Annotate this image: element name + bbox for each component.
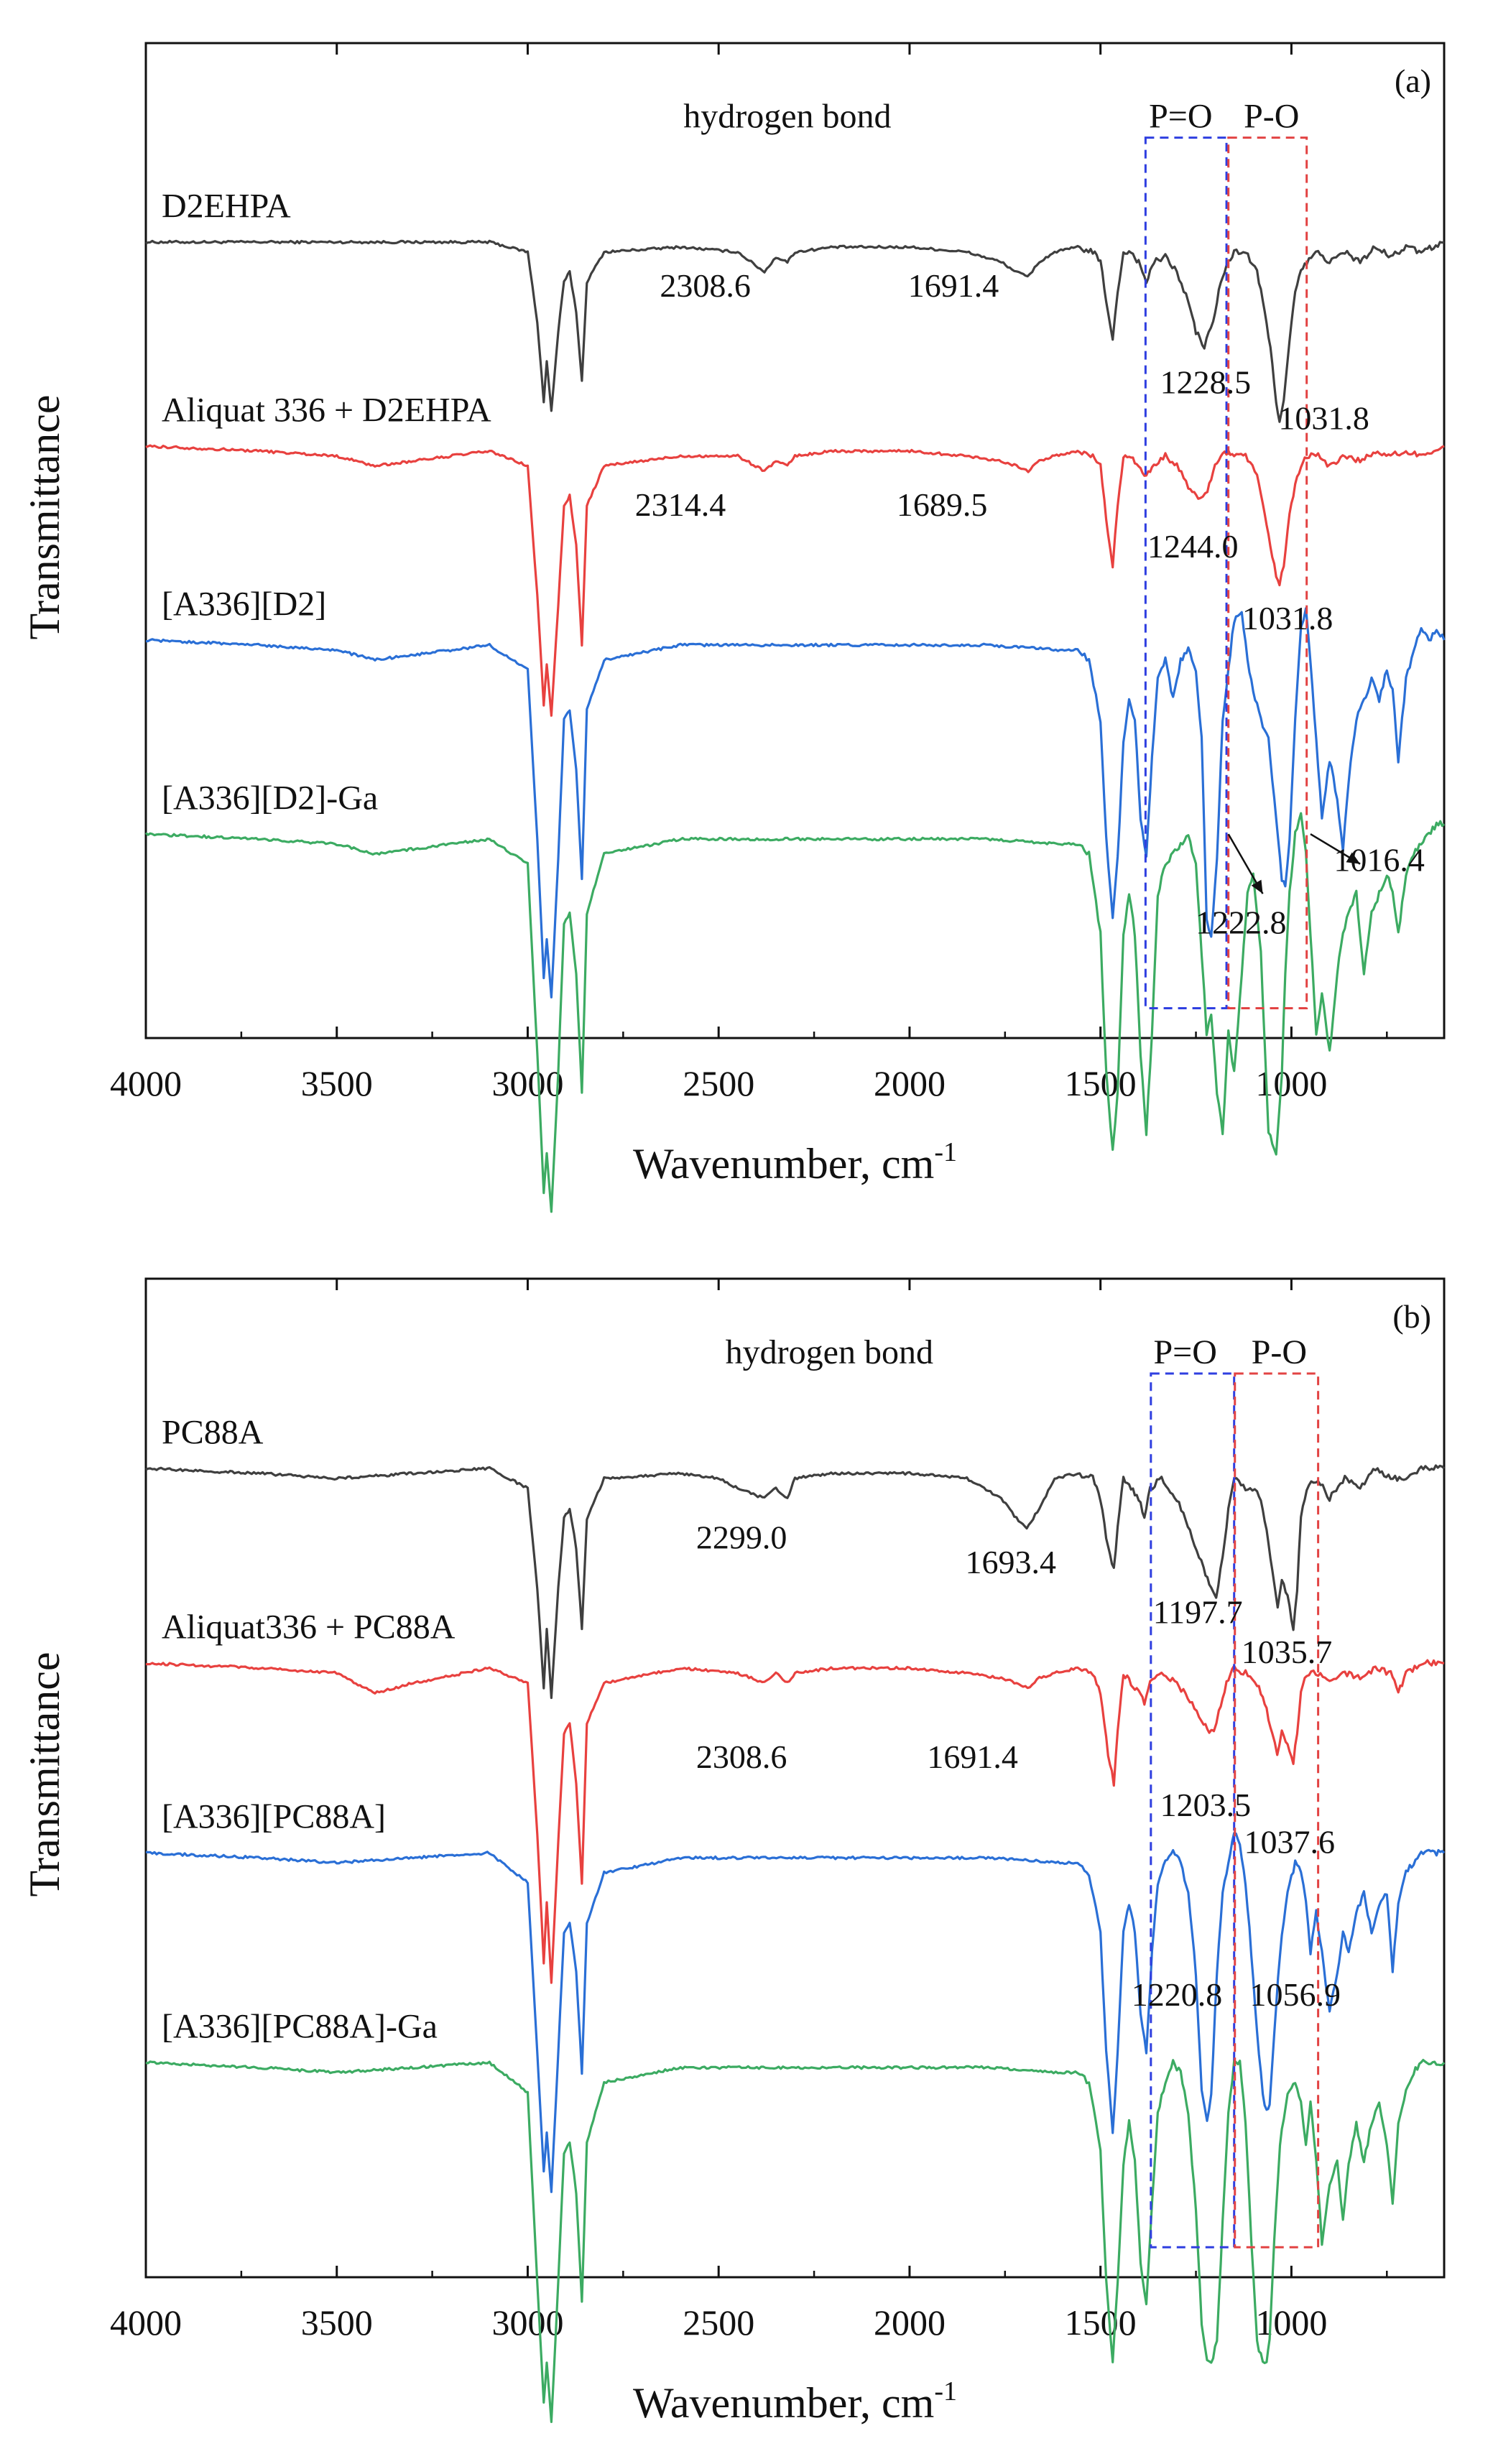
- peak-label: 2314.4: [635, 486, 726, 523]
- x-axis-title: Wavenumber, cm-1: [633, 1137, 957, 1187]
- peak-label: 1197.7: [1153, 1594, 1243, 1631]
- series-line-3: [145, 1832, 1446, 2193]
- x-tick-label: 2500: [683, 1063, 754, 1103]
- series-line-1: [145, 239, 1445, 423]
- x-tick-label: 1500: [1065, 2302, 1137, 2343]
- x-tick-label: 4000: [110, 2302, 182, 2343]
- band-box-p-o: [1227, 136, 1308, 1009]
- x-axis-title: Wavenumber, cm-1: [633, 2376, 957, 2427]
- x-tick-label: 3500: [301, 1063, 373, 1103]
- chart-panel-b: 4000 3500 3000 2500 2000 1500 1000 Wavenumber, …: [21, 1277, 1446, 2427]
- x-tick-label: 1000: [1255, 2302, 1327, 2343]
- series-line-2: [145, 1659, 1445, 1984]
- peak-label: 1228.5: [1160, 364, 1252, 401]
- peak-label: 1035.7: [1242, 1634, 1333, 1670]
- annotation-arrow-head: [1251, 879, 1263, 894]
- x-tick-label: 2000: [874, 2302, 946, 2343]
- series-line-3: [145, 607, 1446, 999]
- peak-label: 1203.5: [1160, 1787, 1252, 1823]
- series-line-1: [145, 1464, 1446, 1700]
- x-tick-label: 1500: [1065, 1063, 1137, 1103]
- x-axis-title-sup: -1: [934, 1137, 957, 1167]
- band-annotation: P=O: [1153, 1333, 1216, 1371]
- series-name-label: [A336][PC88A]: [162, 1798, 386, 1836]
- peak-label: 1056.9: [1249, 1976, 1341, 2013]
- series-name-label: [A336][D2]: [162, 585, 326, 623]
- series-name-label: Aliquat 336 + D2EHPA: [162, 391, 491, 429]
- panel-label: (a): [1395, 62, 1431, 99]
- peak-label: 2308.6: [660, 267, 751, 304]
- x-axis-title-main: Wavenumber, cm: [633, 1140, 934, 1187]
- peak-label: 1031.8: [1242, 600, 1333, 636]
- peak-label: 1689.5: [897, 486, 988, 523]
- peak-label: 1691.4: [908, 267, 999, 304]
- series-line-2: [145, 444, 1445, 717]
- peak-label: 1220.8: [1132, 1976, 1223, 2013]
- band-box-p-double-o: [1150, 1372, 1236, 2248]
- peak-label: 1222.8: [1196, 904, 1287, 941]
- x-tick-label: 3000: [491, 2302, 563, 2343]
- peak-label: 1693.4: [966, 1544, 1057, 1580]
- plot-frame: [144, 1277, 1446, 2279]
- plot-frame: [144, 42, 1446, 1039]
- peak-label: 1016.4: [1333, 841, 1425, 878]
- y-axis-title: Transmittance: [21, 394, 68, 639]
- panel-label: (b): [1392, 1298, 1431, 1335]
- series-name-label: [A336][PC88A]-Ga: [162, 2007, 438, 2045]
- x-tick-label: 4000: [110, 1063, 182, 1103]
- y-axis-title: Transmittance: [21, 1652, 68, 1896]
- annotation-arrow-head: [1346, 852, 1361, 864]
- peak-label: 1031.8: [1278, 399, 1369, 436]
- peak-label: 1691.4: [927, 1738, 1018, 1775]
- series-line-4: [145, 2059, 1446, 2423]
- series-name-label: Aliquat336 + PC88A: [162, 1608, 456, 1646]
- series-line-4: [144, 812, 1446, 1213]
- x-tick-label: 3000: [491, 1063, 563, 1103]
- x-tick-label: 2000: [874, 1063, 946, 1103]
- series-name-label: D2EHPA: [162, 187, 291, 225]
- x-tick-label: 2500: [683, 2302, 754, 2343]
- series-name-label: PC88A: [162, 1413, 264, 1451]
- peak-label: 1244.0: [1147, 528, 1239, 565]
- band-annotation: hydrogen bond: [683, 98, 891, 136]
- peak-label: 2308.6: [696, 1738, 787, 1775]
- band-annotation: hydrogen bond: [726, 1333, 933, 1371]
- x-axis-title-main: Wavenumber, cm: [633, 2379, 934, 2427]
- band-box-p-double-o: [1144, 136, 1228, 1009]
- chart-panel-a: 4000 3500 3000 2500 2000 1500 1000Wavenumber, …: [21, 42, 1446, 1213]
- band-annotation: P-O: [1244, 98, 1299, 136]
- band-annotation: P=O: [1149, 98, 1212, 136]
- x-axis-title-sup: -1: [934, 2376, 957, 2407]
- band-annotation: P-O: [1252, 1333, 1307, 1371]
- peak-label: 1037.6: [1244, 1823, 1336, 1860]
- peak-label: 2299.0: [696, 1519, 787, 1555]
- x-tick-label: 3500: [301, 2302, 373, 2343]
- band-box-p-o: [1234, 1372, 1320, 2248]
- series-name-label: [A336][D2]-Ga: [162, 779, 378, 817]
